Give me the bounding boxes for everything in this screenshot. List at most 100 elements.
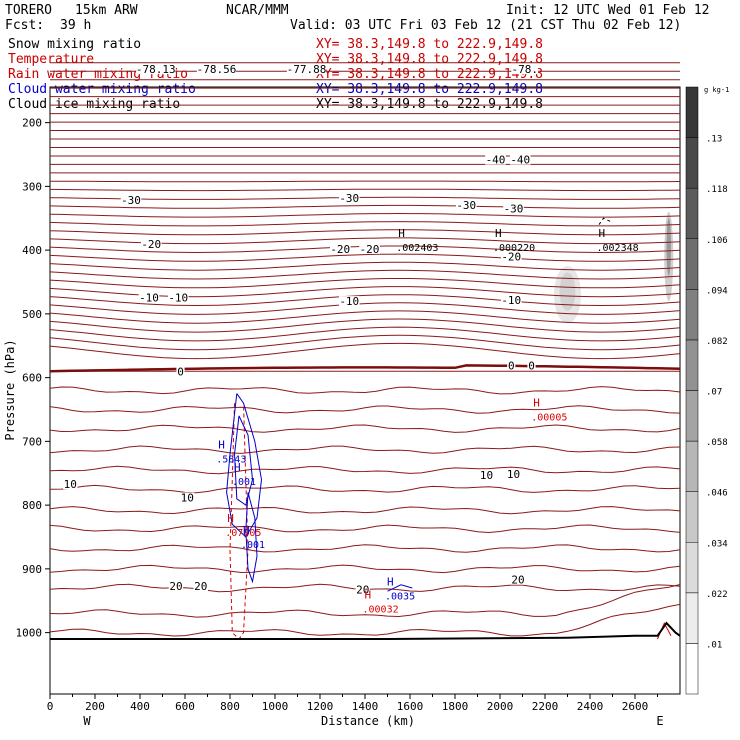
colorbar-swatch (685, 339, 699, 391)
isotherm-line (49, 484, 681, 494)
y-tick-label: 200 (22, 117, 42, 130)
isotherm-line (49, 261, 681, 271)
axes: 0 200 400 600 800 1000 1200 1400 1600 1800 2000 220… (16, 117, 658, 713)
x-tick-label: 200 (85, 700, 105, 713)
maximum-value: .000220 (493, 243, 535, 254)
temperature-label-bg (485, 154, 506, 165)
maximum-marker: H (495, 227, 502, 240)
cloud-water-contour (387, 584, 413, 592)
legend-temperature: Temperature (8, 52, 94, 67)
temperature-label: 10 (64, 478, 77, 491)
colorbar-swatch (685, 440, 699, 492)
temperature-label: 20 (511, 574, 524, 587)
colorbar-tick-label: .01 (706, 640, 722, 650)
isotherm-line (49, 302, 681, 315)
temperature-label: -30 (504, 203, 524, 216)
temperature-label-bg (138, 292, 160, 303)
maximum-value: .5843 (216, 455, 246, 466)
cloud-water-contour (245, 492, 258, 584)
forecast-hour: 39 h (60, 18, 91, 33)
temperature-label-bg (176, 366, 185, 377)
isotherm-line (49, 269, 681, 280)
temperature-label-bg (338, 192, 360, 203)
colorbar-swatch (685, 592, 699, 644)
maximum-value: .002403 (396, 243, 438, 254)
maximum-value: .002348 (597, 243, 639, 254)
colorbar-tick-label: .034 (706, 539, 728, 549)
maximum-marker: H (243, 524, 250, 537)
temperature-label-bg (120, 194, 142, 205)
x-tick-label: 2000 (487, 700, 514, 713)
snow-contour (598, 217, 611, 225)
isotherm-line (49, 424, 681, 433)
x-tick-label: 1800 (442, 700, 469, 713)
terrain-profile (50, 621, 681, 640)
isotherm-line (49, 294, 681, 307)
x-tick-label: 600 (175, 700, 195, 713)
temperature-label: -10 (501, 294, 521, 307)
temperature-label-bg (527, 360, 536, 371)
y-tick-label: 400 (22, 244, 42, 257)
isotherm-line (49, 204, 681, 209)
maximum-marker: H (387, 576, 394, 589)
temperature-label-bg (500, 251, 522, 262)
colorbar-tick-label: .106 (706, 236, 728, 246)
isotherm-line (49, 212, 681, 218)
x-tick-label: 2400 (577, 700, 604, 713)
colorbar-tick-label: .058 (706, 438, 728, 448)
colorbar-swatch (685, 289, 699, 341)
temperature-label-bg (359, 243, 380, 254)
y-tick-label: 300 (22, 180, 42, 193)
colorbar-unit: g kg-1 (704, 86, 729, 94)
temperature-label: -30 (456, 199, 476, 212)
legend: Snow mixing ratio XY= 38.3,149.8 to 222.… (8, 37, 543, 112)
forecast-label: Fcst: (5, 18, 44, 33)
temperature-label: -10 (339, 295, 359, 308)
y-tick-label: 600 (22, 372, 42, 385)
isotherm-line (49, 465, 681, 475)
x-tick-label: 2600 (622, 700, 649, 713)
colorbar-tick-label: .046 (706, 489, 728, 499)
isotherm-line (49, 445, 681, 454)
temperature-label: -20 (330, 243, 350, 256)
maximum-marker: H (227, 512, 234, 525)
temperature-label: -77.88 (287, 63, 327, 76)
x-tick-label: 1600 (397, 700, 424, 713)
temperature-label: -10 (168, 291, 188, 304)
isotherm-line (49, 221, 681, 227)
temperature-label-bg (503, 203, 524, 214)
isotherm-line (49, 334, 681, 351)
temperature-label: 0 (177, 365, 184, 378)
isotherm-line (49, 544, 681, 553)
isotherm-line (49, 524, 681, 534)
maximum-marker: H (234, 461, 241, 474)
isotherm-line (49, 310, 681, 324)
x-tick-label: 1000 (262, 700, 289, 713)
temperature-label: -40 (510, 154, 530, 167)
isotherm-line (49, 253, 681, 262)
isotherm-line (49, 506, 681, 515)
model-run: 15km ARW (75, 3, 138, 18)
maximum-value: .00032 (363, 604, 399, 615)
temperature-label-bg (140, 238, 162, 249)
y-axis-title: Pressure (hPa) (3, 339, 17, 440)
legend-cloud-water-xy: XY= 38.3,149.8 to 222.9,149.8 (316, 82, 543, 97)
x-tick-label: 1400 (352, 700, 379, 713)
colorbar-tick-label: .022 (706, 590, 728, 600)
legend-cloud-water: Cloud water mixing ratio (8, 82, 196, 97)
temperature-label: 10 (181, 491, 194, 504)
temperature-label: -78.13 (136, 63, 176, 76)
snow-contours (598, 217, 611, 225)
temperature-label-bg (511, 64, 539, 75)
temperature-label-bg (510, 574, 526, 585)
temperature-label: -40 (486, 154, 506, 167)
temperature-contours (49, 62, 681, 637)
colorbar-tick-label: .094 (706, 286, 728, 296)
colorbar-tick-label: .082 (706, 337, 728, 347)
x-tick-label: 0 (47, 700, 54, 713)
temperature-label: 20 (169, 580, 182, 593)
colorbar-swatch (685, 542, 699, 594)
isotherm-line (49, 386, 681, 395)
isotherm-line (49, 564, 681, 574)
init-time: Init: 12 UTC Wed 01 Feb 12 (506, 3, 710, 18)
